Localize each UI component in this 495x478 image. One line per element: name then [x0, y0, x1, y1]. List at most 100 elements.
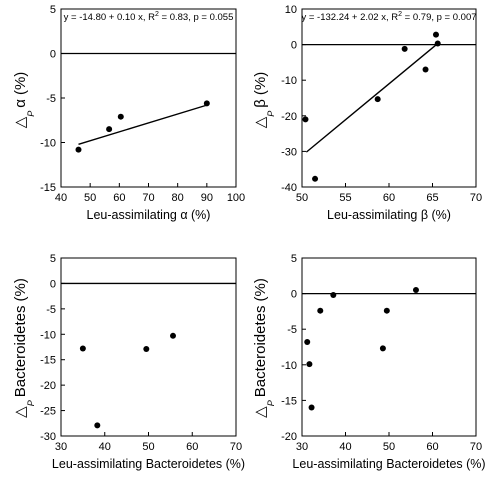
panel-bottom-left: 30 40 50 60 70 -30 -25 -20 -15 -10 -5 0 5 Leu-assimil…: [12, 253, 245, 471]
data-point: [330, 292, 337, 299]
y-label-name: β: [252, 99, 269, 108]
x-axis-label: Leu-assimilating Bacteroidetes (%): [52, 457, 245, 471]
data-point: [79, 345, 86, 352]
y-tick-label: 5: [50, 253, 56, 265]
y-tick-label: -20: [281, 111, 297, 123]
y-label-delta: △: [252, 116, 269, 128]
y-tick-label: -15: [40, 355, 56, 367]
plot-frame: [301, 8, 477, 188]
y-tick-label: -15: [40, 182, 56, 194]
y-label-delta: △: [12, 406, 29, 418]
x-axis-label: Leu-assimilating β (%): [327, 208, 451, 222]
x-tick-label: 70: [230, 441, 242, 453]
data-point: [302, 116, 309, 123]
x-tick-label: 60: [113, 192, 125, 204]
data-point: [422, 66, 429, 73]
regression-line: [78, 104, 208, 145]
data-point: [412, 287, 419, 294]
y-tick-label: 0: [291, 289, 297, 301]
x-tick-label: 50: [84, 192, 96, 204]
data-point: [117, 113, 124, 120]
y-tick-label: -5: [287, 324, 297, 336]
equation-tail: = 0.79, p = 0.007: [402, 12, 476, 23]
y-tick-label: -5: [46, 304, 56, 316]
data-point: [94, 422, 101, 429]
y-tick-label: -10: [40, 138, 56, 150]
y-tick-label: 10: [285, 4, 297, 16]
y-label-delta: △: [12, 116, 29, 128]
data-point: [304, 339, 311, 346]
x-tick-label: 50: [296, 192, 308, 204]
y-tick-label: -10: [40, 329, 56, 341]
data-point: [75, 146, 82, 153]
regression-equation: y = -132.24 + 2.02 x, R2 = 0.79, p = 0.0…: [301, 11, 476, 23]
y-axis-label: △P Bacteroidetes (%): [252, 278, 276, 418]
x-tick-label: 50: [142, 441, 154, 453]
y-tick-label: 5: [291, 253, 297, 265]
x-tick-label: 50: [383, 441, 395, 453]
x-tick-label: 30: [296, 441, 308, 453]
x-tick-label: 70: [470, 441, 482, 453]
y-tick-label: -5: [46, 93, 56, 105]
equation-superscript: 2: [155, 11, 159, 18]
plot-frame: [301, 257, 477, 437]
equation-tail: = 0.83, p = 0.055: [159, 12, 233, 23]
data-point: [401, 45, 408, 52]
y-axis-label: △P Bacteroidetes (%): [12, 278, 36, 418]
y-tick-label: 0: [50, 49, 56, 61]
y-label-subscript: P: [26, 111, 36, 117]
x-tick-label: 65: [426, 192, 438, 204]
x-tick-label: 60: [383, 192, 395, 204]
y-tick-label: -25: [40, 406, 56, 418]
x-tick-label: 40: [55, 192, 67, 204]
equation-superscript: 2: [398, 11, 402, 18]
y-tick-label: 5: [50, 4, 56, 16]
x-tick-label: 70: [470, 192, 482, 204]
y-label-subscript: P: [266, 111, 276, 117]
y-label-subscript: P: [266, 400, 276, 406]
y-tick-label: -20: [281, 431, 297, 443]
x-axis-label: Leu-assimilating Bacteroidetes (%): [292, 457, 485, 471]
y-label-unit: (%): [12, 278, 29, 301]
equation-main: y = -132.24 + 2.02 x, R: [301, 12, 398, 23]
y-label-name: Bacteroidetes: [252, 306, 269, 398]
data-point: [170, 332, 176, 339]
y-label-name: Bacteroidetes: [12, 306, 29, 398]
x-tick-label: 90: [201, 192, 213, 204]
data-point: [143, 346, 150, 353]
data-point: [434, 40, 441, 47]
x-tick-label: 55: [339, 192, 351, 204]
y-axis-label: △Pα (%): [12, 72, 36, 129]
y-tick-label: 0: [50, 278, 56, 290]
plot-frame: [60, 8, 237, 188]
y-tick-label: -20: [40, 380, 56, 392]
y-tick-label: -10: [281, 360, 297, 372]
y-label-unit: (%): [252, 278, 269, 301]
x-tick-label: 40: [99, 441, 111, 453]
x-tick-label: 100: [227, 192, 245, 204]
x-tick-label: 60: [186, 441, 198, 453]
x-tick-label: 30: [55, 441, 67, 453]
x-tick-label: 70: [142, 192, 154, 204]
y-axis-label: △Pβ (%): [252, 72, 276, 129]
y-label-subscript: P: [26, 400, 36, 406]
data-point: [379, 345, 386, 352]
y-label-unit: (%): [12, 72, 29, 95]
x-axis-label: Leu-assimilating α (%): [87, 208, 211, 222]
data-point: [317, 307, 324, 314]
y-tick-label: 0: [291, 40, 297, 52]
data-point: [106, 126, 113, 133]
regression-line: [305, 42, 440, 153]
regression-equation: y = -14.80 + 0.10 x, R2 = 0.83, p = 0.05…: [64, 11, 234, 23]
data-point: [308, 404, 315, 411]
data-point: [374, 96, 381, 103]
panel-top-left: 40 50 60 70 80 90 100 -15 -10 -5 0 5 Leu-assimilatin…: [12, 4, 245, 222]
x-tick-label: 60: [426, 441, 438, 453]
equation-main: y = -14.80 + 0.10 x, R: [64, 12, 155, 23]
panel-top-right: 50 55 60 65 70 -40 -30 -20 -10 0 10 Leu-assimilatin…: [252, 4, 482, 222]
y-label-name: α: [12, 99, 29, 108]
data-point: [203, 100, 210, 107]
y-tick-label: -15: [281, 395, 297, 407]
x-tick-label: 80: [172, 192, 184, 204]
